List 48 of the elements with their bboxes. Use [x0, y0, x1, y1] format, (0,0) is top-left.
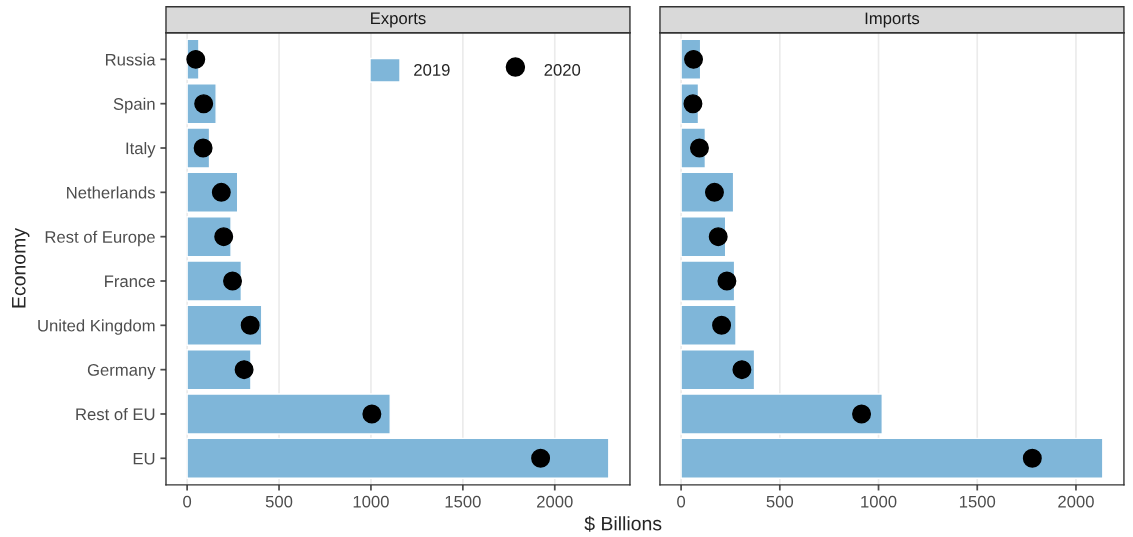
bar [186, 393, 391, 435]
x-tick-label: 2000 [537, 495, 573, 508]
legend-label: 2019 [414, 64, 450, 76]
y-tick-label: Russia [105, 53, 156, 66]
bar [680, 437, 1104, 479]
point [214, 227, 234, 247]
y-tick-label: Rest of EU [76, 407, 155, 421]
x-tick-label: 1500 [445, 495, 481, 508]
point [717, 271, 737, 291]
x-tick-label: 500 [766, 495, 794, 508]
bar [680, 393, 883, 435]
x-tick-label: 2000 [1058, 495, 1094, 508]
y-tick-label: Rest of Europe [45, 230, 155, 247]
point [684, 49, 704, 69]
y-tick-label: Netherlands [67, 186, 155, 199]
y-tick-label: Spain [113, 97, 155, 114]
point [852, 404, 872, 424]
point [708, 227, 728, 247]
chart-title: Imports [865, 12, 920, 28]
chart-title: Exports [371, 12, 426, 28]
y-axis-title: Economy [12, 228, 30, 308]
point [1022, 448, 1042, 468]
x-tick-label: 0 [183, 495, 192, 508]
y-tick-label: United Kingdom [38, 319, 155, 335]
point [531, 448, 551, 468]
bar [186, 304, 263, 346]
legend-label: 2020 [544, 64, 581, 76]
x-tick-label: 1000 [861, 495, 897, 508]
x-axis-title: $ Billions [584, 515, 662, 532]
y-tick-label: France [105, 275, 155, 288]
point [234, 360, 254, 380]
y-tick-label: Germany [87, 364, 156, 380]
y-tick-label: Italy [126, 141, 156, 158]
x-tick-label: 500 [265, 495, 293, 508]
point [683, 94, 703, 114]
point [732, 360, 752, 380]
x-tick-label: 1500 [959, 495, 996, 508]
point [362, 404, 382, 424]
bar [680, 349, 756, 391]
y-tick-label: EU [133, 452, 155, 465]
point [223, 271, 243, 291]
point [712, 315, 732, 335]
bar [186, 349, 252, 391]
point [186, 49, 206, 69]
bar [186, 437, 610, 479]
x-tick-label: 1000 [353, 495, 389, 508]
x-tick-label: 0 [677, 495, 686, 508]
point [240, 315, 260, 335]
